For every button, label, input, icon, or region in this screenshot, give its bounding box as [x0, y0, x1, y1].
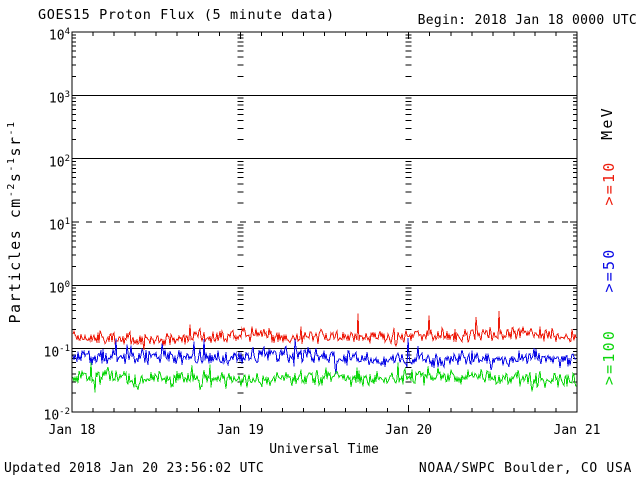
x-tick-label: Jan 18 — [48, 423, 96, 438]
y-tick-label: 100 — [48, 280, 70, 297]
series-protons_ge_50MeV — [72, 337, 577, 375]
legend-label-ge10: >=10 — [600, 160, 618, 206]
y-tick-label: 10-1 — [43, 343, 71, 360]
y-tick-label: 104 — [48, 27, 70, 44]
plot-frame — [71, 31, 578, 413]
legend-label-ge50: >=50 — [600, 247, 618, 293]
y-tick-label: 101 — [48, 217, 70, 234]
agency-credit: NOAA/SWPC Boulder, CO USA — [418, 461, 632, 476]
legend-label-ge100: >=100 — [600, 328, 618, 386]
series-protons_ge_100MeV — [72, 362, 577, 393]
grid-lines — [72, 94, 577, 350]
right-axis-unit-label: MeV — [598, 106, 616, 140]
x-tick-label: Jan 20 — [385, 423, 433, 438]
x-tick-label: Jan 21 — [553, 423, 601, 438]
series-protons_ge_10MeV — [72, 311, 577, 351]
updated-timestamp: Updated 2018 Jan 20 23:56:02 UTC — [4, 461, 265, 476]
y-tick-label: 103 — [48, 90, 70, 107]
y-tick-label: 10-2 — [43, 407, 71, 424]
x-tick-label: Jan 19 — [216, 423, 264, 438]
begin-timestamp: Begin: 2018 Jan 18 0000 UTC — [417, 13, 637, 28]
chart-title: GOES15 Proton Flux (5 minute data) — [38, 7, 335, 23]
y-tick-label: 102 — [48, 153, 70, 170]
x-axis-title: Universal Time — [269, 442, 379, 457]
